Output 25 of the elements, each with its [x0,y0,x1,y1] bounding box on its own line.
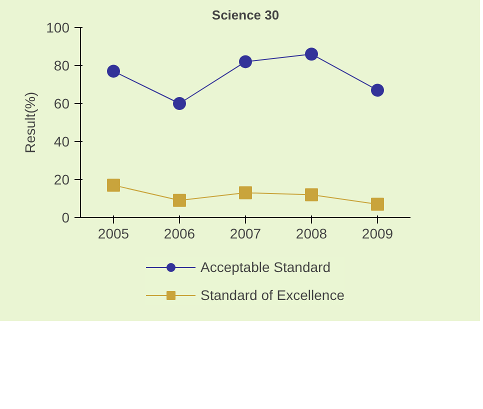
y-tick-label: 40 [54,134,70,150]
y-axis-title: Result(%) [22,92,38,154]
y-tick-label: 20 [54,172,70,188]
point [305,48,318,61]
y-tick-label: 60 [54,96,70,112]
point [107,64,120,78]
legend-label: Standard of Excellence [200,287,344,303]
x-tick-label: 2007 [230,226,262,242]
x-tick-label: 2005 [98,226,130,242]
point [239,186,252,200]
x-tick-label: 2006 [164,226,196,242]
point [107,178,120,192]
y-tick-label: 100 [46,20,70,36]
point [173,194,186,207]
y-tick-label: 0 [62,210,70,226]
x-tick-label: 2008 [296,226,328,242]
point [371,84,384,97]
y-tick-label: 80 [54,58,70,74]
chart-title: Science 30 [212,8,280,22]
legend-label: Acceptable Standard [200,259,330,275]
point [173,97,186,110]
x-tick-label: 2009 [362,226,394,242]
point [305,188,318,202]
point [239,55,252,68]
point [371,198,384,211]
